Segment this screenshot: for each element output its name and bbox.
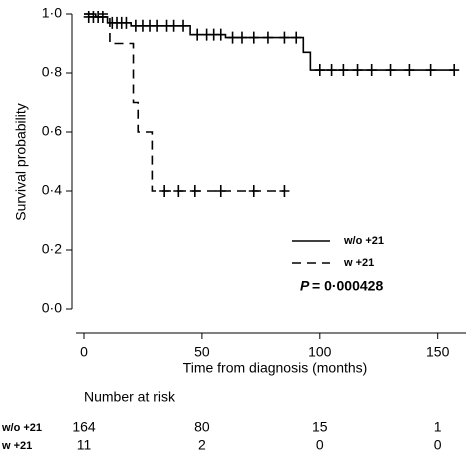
survival-curve [84,13,285,192]
censor-mark [338,64,349,77]
risk-row-label: w +21 [1,440,32,452]
censor-mark [215,185,226,197]
y-tick-label: 0·2 [42,241,62,257]
p-value: = 0·000428 [312,278,383,294]
x-tick-label: 50 [194,344,210,360]
risk-row-label: w/o +21 [1,422,42,434]
censor-mark [192,28,203,41]
censor-mark [366,64,377,77]
censor-mark [291,31,302,44]
p-label: P [300,278,310,294]
censor-mark [326,64,337,77]
risk-value: 164 [72,419,96,435]
censor-mark [97,10,108,23]
censor-mark [279,31,290,44]
legend-label: w +21 [343,257,374,269]
y-tick-label: 0·4 [42,182,62,198]
censor-mark [314,64,325,77]
risk-value: 15 [312,419,328,435]
censor-mark [236,31,247,44]
censor-mark [248,31,259,44]
censor-mark [178,19,189,32]
censor-mark [173,185,184,197]
x-tick-label: 100 [308,344,332,360]
x-tick-label: 0 [80,344,88,360]
censor-mark [352,64,363,77]
censor-mark [248,185,259,197]
survival-curve [84,13,455,71]
censor-mark [425,64,436,77]
risk-table-title: Number at risk [84,389,176,405]
censor-mark [385,64,396,77]
censor-mark [159,185,170,197]
censor-mark [227,31,238,44]
y-axis-label: Survival probability [13,103,29,221]
censor-mark [121,16,132,29]
x-tick-label: 150 [426,344,450,360]
risk-value: 1 [434,419,442,435]
y-tick-label: 0·6 [42,123,62,139]
censor-mark [404,64,415,77]
y-tick-label: 1·0 [42,5,62,21]
censor-mark [262,31,273,44]
risk-value: 2 [198,437,206,453]
risk-value: 80 [194,419,210,435]
censor-mark [449,64,460,77]
y-tick-label: 0·8 [42,64,62,80]
censor-mark [152,19,163,32]
censor-mark [189,185,200,197]
risk-value: 0 [434,437,442,453]
y-tick-label: 0·0 [42,300,62,316]
legend-label: w/o +21 [343,235,384,247]
censor-mark [168,19,179,32]
risk-value: 11 [77,437,92,453]
censor-mark [279,185,290,197]
risk-value: 0 [316,437,324,453]
censor-mark [215,28,226,41]
x-axis-label: Time from diagnosis (months) [183,360,368,376]
